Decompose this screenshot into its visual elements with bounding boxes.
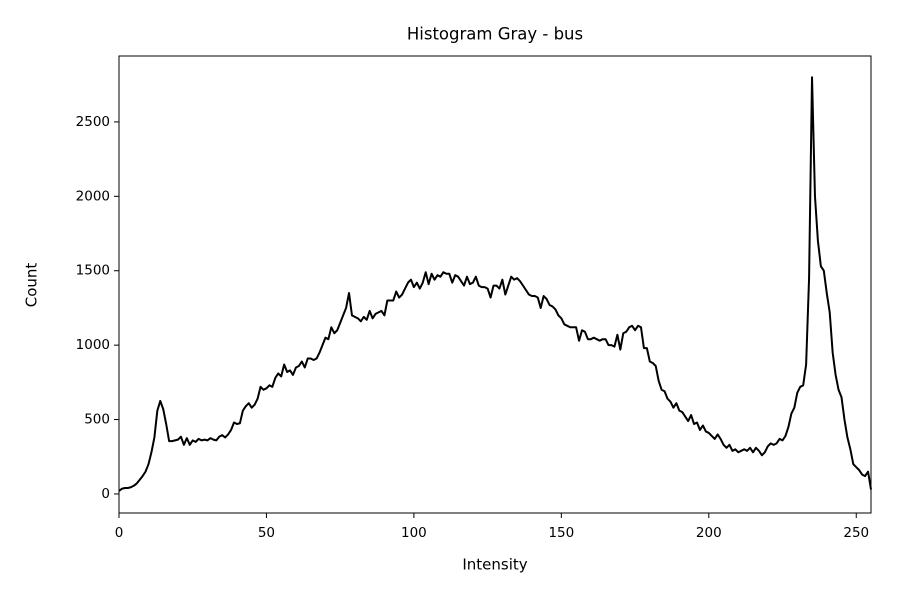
x-tick-label: 200: [696, 525, 722, 541]
data-line: [118, 76, 872, 492]
y-tick-label: 1500: [76, 263, 110, 279]
x-axis-label: Intensity: [462, 556, 527, 574]
x-tick-label: 50: [258, 525, 275, 541]
y-axis-label: Count: [23, 263, 41, 308]
chart-title: Histogram Gray - bus: [407, 25, 583, 44]
x-tick-label: 0: [115, 525, 124, 541]
y-tick-label: 2000: [76, 188, 110, 204]
x-tick-label: 100: [401, 525, 427, 541]
x-tick-label: 150: [548, 525, 574, 541]
y-tick-label: 2500: [76, 114, 110, 130]
y-tick-label: 1000: [76, 337, 110, 353]
y-tick-label: 0: [101, 486, 110, 502]
y-tick-label: 500: [84, 412, 110, 428]
x-tick-label: 250: [843, 525, 869, 541]
plot-frame: [118, 55, 872, 514]
